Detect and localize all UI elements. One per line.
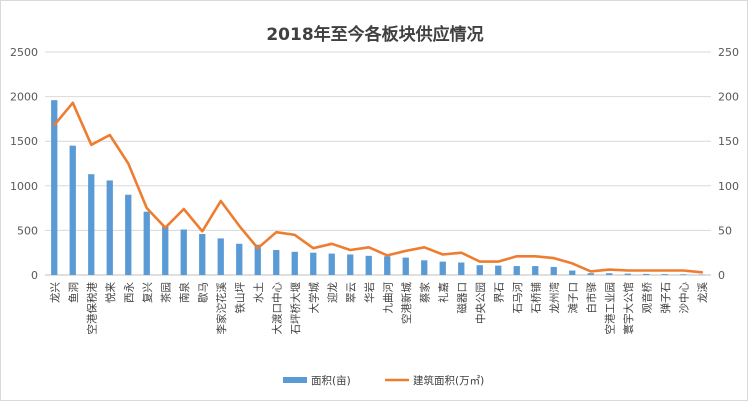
y-left-tick-label: 2500: [10, 46, 38, 59]
x-tick-label: 空港新城: [400, 282, 413, 324]
bar: [107, 180, 113, 275]
x-tick-label: 磁器口: [455, 282, 468, 314]
x-tick-label: 九曲河: [382, 282, 394, 314]
bar: [292, 252, 298, 275]
bar: [199, 234, 205, 275]
legend-label-bar: 面积(亩): [311, 374, 351, 387]
x-axis-labels: 龙兴鱼洞空港保税港悦来西永复兴茶园南泉歇马李家沱花溪铁山坪水土大渡口中心石坪桥大…: [48, 282, 709, 335]
x-tick-label: 龙州湾: [548, 282, 561, 314]
legend: 面积(亩) 建筑面积(万㎡): [283, 374, 484, 387]
x-tick-label: 界石: [493, 282, 505, 303]
bar: [273, 250, 279, 275]
x-tick-label: 石马河: [512, 282, 524, 314]
bar: [458, 263, 464, 275]
x-tick-label: 铁山坪: [233, 282, 246, 314]
legend-label-line: 建筑面积(万㎡): [413, 374, 484, 387]
x-tick-label: 空港工业园: [603, 282, 616, 335]
x-tick-label: 石桥铺: [529, 282, 542, 314]
bar: [310, 253, 316, 275]
x-tick-label: 滩子口: [566, 282, 579, 314]
x-tick-label: 悦来: [104, 282, 117, 303]
bar: [495, 266, 501, 275]
bar: [144, 212, 150, 275]
y-axis-right: 0 50 100 150 200 250: [718, 46, 739, 282]
x-tick-label: 礼嘉: [437, 282, 450, 303]
y-left-tick-label: 500: [17, 224, 38, 237]
x-tick-label: 中央公园: [474, 282, 487, 324]
x-tick-label: 歇马: [197, 282, 209, 303]
bar: [403, 258, 409, 275]
chart-title: 2018年至今各板块供应情况: [266, 24, 483, 45]
x-tick-label: 水土: [252, 282, 265, 303]
y-left-tick-label: 1500: [10, 135, 38, 148]
y-axis-left: 0 500 1000 1500 2000 2500: [10, 46, 38, 282]
x-tick-label: 翠云: [345, 282, 357, 303]
y-left-tick-label: 0: [31, 269, 38, 282]
y-right-tick-label: 200: [718, 91, 739, 104]
x-tick-label: 南泉: [178, 282, 191, 303]
bar: [162, 226, 168, 275]
x-tick-label: 弹子石: [659, 282, 672, 314]
x-tick-label: 李家沱花溪: [215, 282, 228, 335]
y-right-tick-label: 50: [718, 224, 732, 237]
legend-swatch-bar: [283, 377, 307, 383]
bar: [532, 266, 538, 275]
y-left-tick-label: 2000: [10, 91, 38, 104]
x-tick-label: 寰宇大公馆: [622, 282, 635, 335]
bar: [643, 274, 649, 275]
x-tick-label: 华岩: [363, 282, 376, 303]
bar: [347, 254, 353, 275]
x-tick-label: 大学城: [307, 282, 320, 314]
bar: [680, 274, 686, 275]
bar: [181, 230, 187, 275]
x-tick-label: 龙兴: [48, 282, 61, 303]
y-left-tick-label: 1000: [10, 180, 38, 193]
x-tick-label: 观音桥: [640, 282, 653, 314]
line-series: [54, 103, 702, 272]
bar: [440, 262, 446, 275]
bar: [236, 244, 242, 275]
bar: [88, 174, 94, 275]
bar: [551, 267, 557, 275]
x-tick-label: 西永: [122, 282, 135, 303]
x-tick-label: 白市驿: [585, 282, 598, 314]
bar: [70, 146, 76, 275]
x-tick-label: 沙中心: [677, 282, 690, 314]
bar: [477, 265, 483, 275]
bar: [125, 195, 131, 275]
x-tick-label: 迎龙: [326, 282, 339, 303]
bar-series: [51, 100, 705, 275]
y-right-tick-label: 100: [718, 180, 739, 193]
bar: [588, 273, 594, 275]
y-right-tick-label: 250: [718, 46, 739, 59]
x-tick-label: 鱼洞: [67, 282, 80, 303]
x-tick-label: 石坪桥大堰: [289, 282, 302, 335]
bar: [569, 271, 575, 275]
x-tick-label: 复兴: [141, 282, 154, 303]
bar: [218, 238, 224, 275]
x-tick-label: 蔡家: [418, 282, 431, 303]
bar: [514, 266, 520, 275]
y-right-tick-label: 150: [718, 135, 739, 148]
bar: [625, 274, 631, 275]
x-tick-label: 龙溪: [696, 282, 709, 303]
y-right-tick-label: 0: [718, 269, 725, 282]
x-tick-label: 茶园: [159, 282, 172, 303]
bar: [366, 256, 372, 275]
x-tick-label: 空港保税港: [85, 282, 98, 335]
bar: [421, 260, 427, 275]
bar: [662, 274, 668, 275]
bar: [329, 254, 335, 275]
bar: [384, 256, 390, 275]
x-tick-label: 大渡口中心: [270, 282, 283, 335]
bar: [606, 273, 612, 275]
line-series-path: [54, 103, 702, 272]
